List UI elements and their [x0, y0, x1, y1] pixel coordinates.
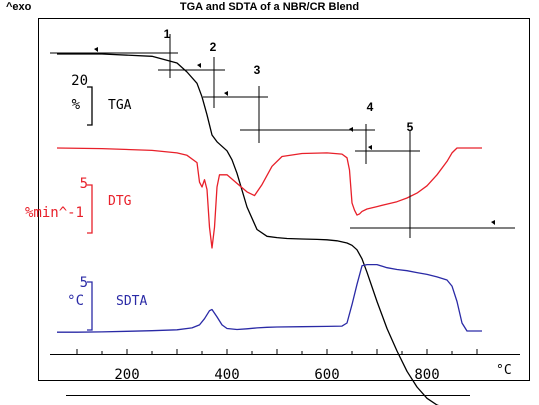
step-marker-4: 4 — [367, 100, 374, 114]
x-axis-unit-label: °C — [496, 363, 512, 378]
x-tick-label: 200 — [114, 367, 139, 383]
scale-bars: 20% TGA 5 %min^-1 DTG 5 °C SDTA — [25, 73, 147, 331]
chart-title: TGA and SDTA of a NBR/CR Blend — [179, 1, 360, 13]
scale-value-dtg: 5 — [80, 176, 88, 192]
scale-value-tga: 20 — [71, 73, 88, 89]
scale-bar-tga — [87, 86, 93, 126]
scale-unit-dtg: %min^-1 — [25, 205, 84, 221]
x-tick-label: 800 — [414, 367, 439, 383]
x-ticks: 200 400 600 800 — [76, 349, 478, 383]
flag-marker — [349, 127, 353, 132]
step-marker-5: 5 — [407, 120, 414, 134]
flag-marker — [224, 91, 228, 96]
tangent-constructions — [50, 34, 515, 238]
series-label-tga: TGA — [108, 98, 132, 113]
series-label-dtg: DTG — [108, 194, 132, 209]
plot-frame — [38, 18, 530, 381]
series-sdta-line — [57, 263, 482, 333]
x-tick-label: 600 — [314, 367, 339, 383]
flag-marker — [491, 220, 495, 225]
series-tga-line — [57, 53, 439, 405]
series-dtg-line — [56, 147, 482, 249]
scale-unit-sdta: °C — [67, 293, 84, 309]
scale-bar-dtg — [87, 184, 93, 234]
series-group — [56, 53, 482, 405]
x-tick-label: 400 — [214, 367, 239, 383]
scale-unit-tga: % — [72, 97, 81, 113]
flag-marker — [94, 47, 98, 52]
series-label-sdta: SDTA — [116, 294, 147, 309]
step-marker-3: 3 — [254, 63, 261, 77]
scale-bar-sdta — [87, 281, 93, 331]
flag-marker — [197, 63, 201, 68]
step-markers: 1 2 3 4 5 — [164, 27, 414, 134]
exo-direction-label: ^exo — [6, 1, 32, 13]
flag-marker — [368, 145, 372, 150]
step-marker-2: 2 — [210, 40, 217, 54]
scale-value-sdta: 5 — [80, 275, 88, 291]
step-marker-1: 1 — [164, 27, 171, 41]
